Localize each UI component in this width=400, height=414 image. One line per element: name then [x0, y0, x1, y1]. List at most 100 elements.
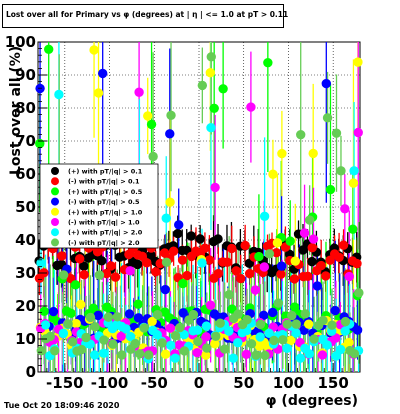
data-point [320, 271, 331, 281]
data-point [85, 339, 95, 349]
y-tick-label: 20 [15, 297, 36, 315]
data-points [34, 44, 364, 364]
data-point [125, 331, 136, 342]
data-point [255, 319, 266, 330]
data-point [110, 272, 121, 282]
data-point [236, 273, 246, 284]
legend-label: (-) with pT/|q| > 0.5 [68, 198, 140, 207]
data-point [338, 240, 349, 250]
data-point [143, 111, 153, 121]
data-point [282, 319, 293, 329]
data-point [133, 299, 143, 309]
legend-marker [51, 238, 59, 247]
data-point [160, 284, 171, 295]
data-point [200, 243, 210, 253]
data-point [178, 278, 188, 289]
data-point [193, 336, 203, 347]
data-point [354, 288, 364, 298]
data-point [344, 337, 354, 348]
data-point [93, 310, 103, 321]
data-point [170, 353, 180, 363]
legend-label: (-) with pT/|q| > 1.0 [68, 219, 140, 228]
y-tick-label: 40 [15, 231, 36, 249]
data-point [175, 322, 185, 333]
legend-label: (+) with pT/|q| > 2.0 [68, 229, 143, 238]
data-point [133, 313, 144, 323]
data-point [116, 331, 126, 342]
data-point [325, 184, 336, 195]
chart-title-box: Lost over all for Primary vs φ (degrees)… [2, 4, 288, 28]
data-point [142, 258, 152, 268]
data-point [103, 312, 114, 322]
data-point [307, 243, 317, 253]
data-point [278, 335, 288, 345]
data-point [58, 328, 69, 339]
data-point [202, 343, 212, 353]
y-tick-label: 60 [15, 165, 36, 183]
data-point [309, 334, 319, 344]
data-point [331, 333, 341, 343]
data-point [206, 52, 216, 62]
data-point [264, 328, 274, 339]
data-point [143, 350, 154, 360]
data-point [89, 45, 99, 55]
data-point [213, 234, 223, 244]
data-point [295, 353, 306, 363]
data-point [106, 261, 116, 271]
data-point [75, 254, 85, 264]
legend-marker [51, 187, 59, 196]
data-point [210, 182, 220, 193]
data-point [242, 314, 252, 325]
data-point [134, 87, 144, 97]
data-point [121, 324, 131, 334]
data-point [316, 260, 326, 271]
data-point [322, 113, 333, 123]
data-point [218, 84, 228, 94]
data-point [244, 268, 255, 279]
data-point [304, 215, 315, 225]
legend-label: (-) with pT/|q| > 0.1 [68, 178, 140, 187]
data-point [335, 344, 346, 355]
data-point [148, 151, 158, 162]
data-point [352, 258, 362, 269]
legend: (+) with pT/|q| > 0.1(-) with pT/|q| > 0… [39, 163, 159, 249]
data-point [206, 123, 216, 133]
data-point [179, 346, 190, 356]
data-point [71, 318, 81, 329]
data-point [289, 274, 300, 284]
data-point [327, 320, 337, 330]
data-point [66, 308, 76, 319]
legend-marker [51, 207, 59, 216]
data-point [54, 89, 64, 100]
data-point [36, 346, 47, 356]
y-tick-label: 100 [5, 33, 36, 51]
data-point [192, 325, 203, 335]
data-point [264, 249, 275, 259]
data-point [67, 337, 78, 347]
data-point [197, 258, 207, 268]
data-point [165, 197, 175, 207]
data-point [182, 270, 192, 281]
data-point [168, 246, 179, 256]
legend-label: (-) with pT/|q| > 2.0 [68, 239, 140, 248]
data-point [93, 88, 104, 98]
data-point [340, 326, 350, 336]
data-point [209, 103, 219, 114]
data-point [160, 349, 171, 359]
data-point [166, 340, 176, 350]
data-point [246, 102, 256, 112]
data-point [255, 332, 265, 342]
data-point [124, 249, 134, 260]
data-point [157, 338, 167, 348]
data-point [260, 350, 270, 361]
data-point [259, 211, 270, 222]
y-tick-label: 70 [15, 132, 36, 150]
data-point [331, 351, 341, 361]
y-tick-label: 50 [15, 198, 36, 216]
data-point [124, 309, 135, 319]
data-point [348, 178, 359, 188]
data-point [233, 338, 243, 348]
data-point [322, 340, 332, 350]
data-point [39, 306, 49, 316]
